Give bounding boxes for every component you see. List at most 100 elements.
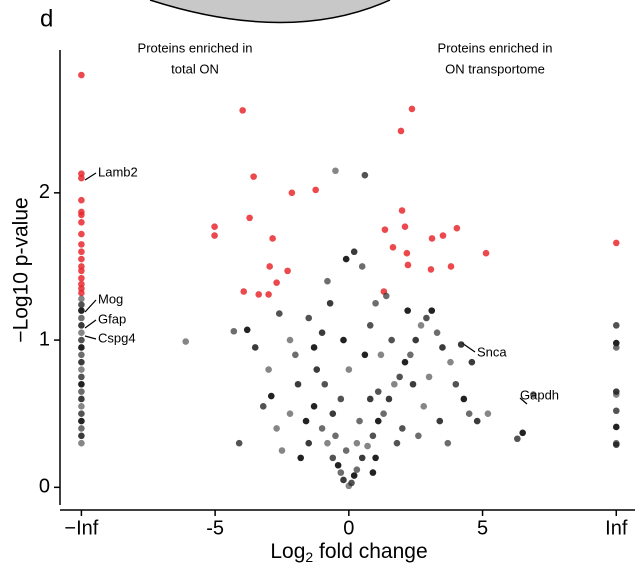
- point: [433, 329, 441, 337]
- point: [78, 174, 85, 182]
- point: [250, 173, 257, 180]
- point: [340, 336, 347, 344]
- point: [514, 435, 521, 443]
- point: [211, 232, 218, 239]
- point: [484, 410, 492, 418]
- point: [427, 266, 435, 273]
- point: [382, 292, 390, 300]
- x-tick-label: 0: [343, 517, 354, 539]
- point: [439, 232, 447, 239]
- x-label-rest: fold change: [313, 540, 427, 563]
- point: [380, 410, 387, 418]
- point: [318, 329, 326, 337]
- point: [447, 358, 454, 366]
- point: [612, 423, 620, 431]
- point: [78, 248, 85, 256]
- point: [417, 322, 425, 329]
- point: [337, 469, 345, 476]
- point: [286, 336, 294, 344]
- point: [412, 336, 419, 344]
- point: [612, 344, 620, 351]
- point: [407, 351, 414, 359]
- point: [78, 289, 85, 297]
- point: [482, 249, 490, 257]
- point: [288, 189, 296, 197]
- point: [457, 341, 465, 348]
- point: [312, 186, 319, 194]
- point: [453, 224, 461, 232]
- point: [78, 255, 85, 263]
- point: [385, 395, 393, 403]
- point: [321, 380, 329, 388]
- x-label-sub: 2: [305, 549, 313, 565]
- leader-lines: [84, 172, 528, 405]
- point: [345, 366, 353, 373]
- point: [366, 322, 374, 329]
- point: [78, 366, 85, 373]
- point: [423, 314, 430, 322]
- point: [267, 392, 275, 400]
- point: [473, 417, 481, 425]
- point: [389, 244, 397, 251]
- point: [324, 277, 331, 285]
- point: [439, 344, 446, 351]
- point: [284, 267, 291, 275]
- point: [428, 307, 436, 314]
- point: [78, 403, 85, 410]
- point: [78, 196, 85, 204]
- point: [332, 167, 339, 175]
- point: [251, 344, 259, 351]
- point: [78, 410, 85, 418]
- x-tick-label: Inf: [605, 517, 628, 539]
- point: [420, 403, 428, 410]
- point: [391, 380, 398, 388]
- point: [235, 439, 243, 447]
- point: [310, 403, 318, 410]
- point: [305, 439, 313, 447]
- x-label-main: Log: [270, 540, 305, 563]
- point: [78, 314, 85, 322]
- point: [415, 432, 422, 440]
- point: [278, 447, 286, 454]
- point: [329, 454, 337, 462]
- point: [329, 410, 337, 418]
- point: [353, 439, 361, 447]
- point: [381, 226, 389, 233]
- point: [452, 380, 460, 388]
- point: [350, 472, 358, 479]
- point: [342, 255, 350, 263]
- point: [369, 432, 377, 440]
- y-tick-label: 2: [39, 181, 50, 203]
- x-tick-label: 5: [477, 517, 488, 539]
- annotation: Gapdh: [520, 387, 559, 402]
- point: [408, 105, 416, 113]
- point: [78, 295, 85, 303]
- point: [286, 410, 294, 418]
- point: [428, 235, 436, 242]
- x-axis-label: Log2 fold change: [270, 540, 427, 565]
- point: [393, 439, 401, 447]
- point: [465, 410, 473, 418]
- point: [612, 441, 620, 448]
- point: [259, 403, 267, 410]
- point: [342, 447, 350, 454]
- y-tick-label: 1: [39, 328, 50, 350]
- y-axis-label: −Log10 p-value: [10, 197, 33, 342]
- point: [530, 391, 537, 398]
- point: [78, 417, 85, 425]
- point: [78, 351, 85, 359]
- point: [409, 380, 417, 388]
- point: [269, 235, 276, 242]
- annotation: Cspg4: [98, 330, 136, 345]
- point: [377, 351, 385, 359]
- point: [468, 358, 476, 366]
- point: [78, 301, 85, 309]
- point: [332, 432, 339, 440]
- point: [313, 366, 321, 373]
- point: [334, 461, 342, 469]
- point: [78, 218, 85, 226]
- point: [78, 329, 85, 337]
- point: [425, 373, 433, 381]
- point: [78, 425, 85, 432]
